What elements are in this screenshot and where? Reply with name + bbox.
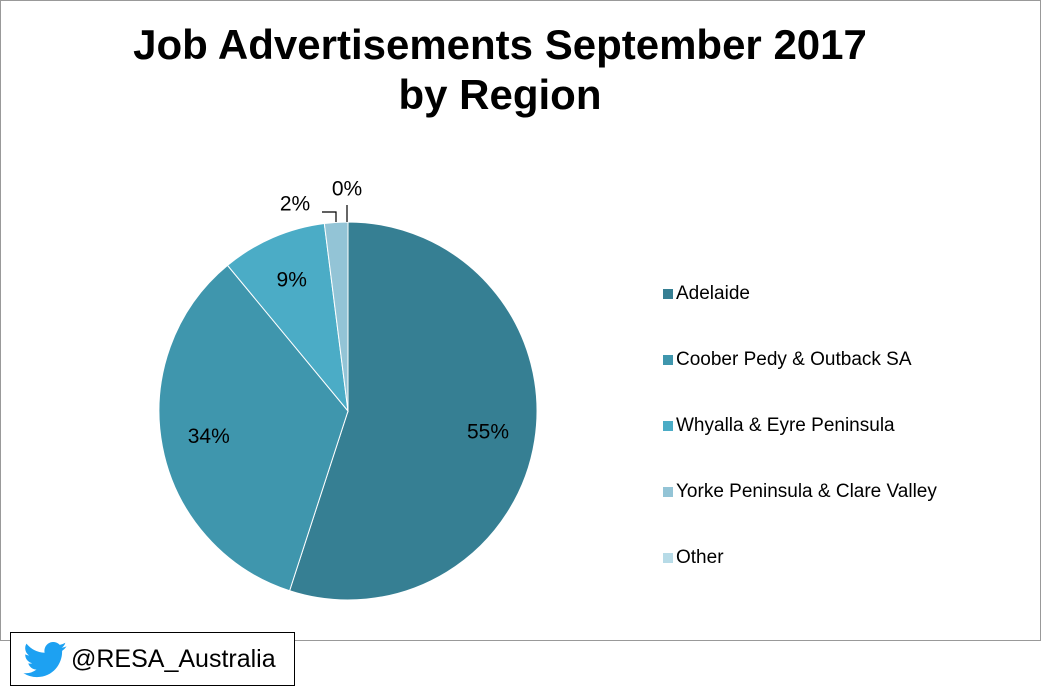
legend-label: Yorke Peninsula & Clare Valley	[676, 481, 937, 502]
data-label: 9%	[277, 268, 307, 291]
legend-swatch	[663, 421, 673, 431]
source-text: @RESA_Australia	[71, 645, 276, 673]
legend-label: Whyalla & Eyre Peninsula	[676, 415, 895, 436]
twitter-icon	[23, 642, 67, 678]
leader-line	[322, 211, 337, 222]
legend-label: Coober Pedy & Outback SA	[676, 349, 912, 370]
legend-label: Adelaide	[676, 283, 750, 304]
data-label: 0%	[332, 178, 362, 201]
pie-slice	[226, 222, 349, 413]
legend-swatch	[663, 289, 673, 299]
legend-label: Other	[676, 547, 724, 568]
pie-slice	[288, 221, 538, 601]
legend-swatch	[663, 553, 673, 563]
chart-frame	[0, 0, 1041, 641]
data-label: 34%	[188, 425, 230, 448]
data-label: 55%	[467, 421, 509, 444]
source-box: @RESA_Australia	[10, 632, 295, 686]
pie-slice	[158, 264, 349, 592]
chart-title: Job Advertisements September 2017 by Reg…	[133, 21, 867, 118]
data-label: 2%	[280, 193, 310, 216]
legend-swatch	[663, 487, 673, 497]
legend-swatch	[663, 355, 673, 365]
